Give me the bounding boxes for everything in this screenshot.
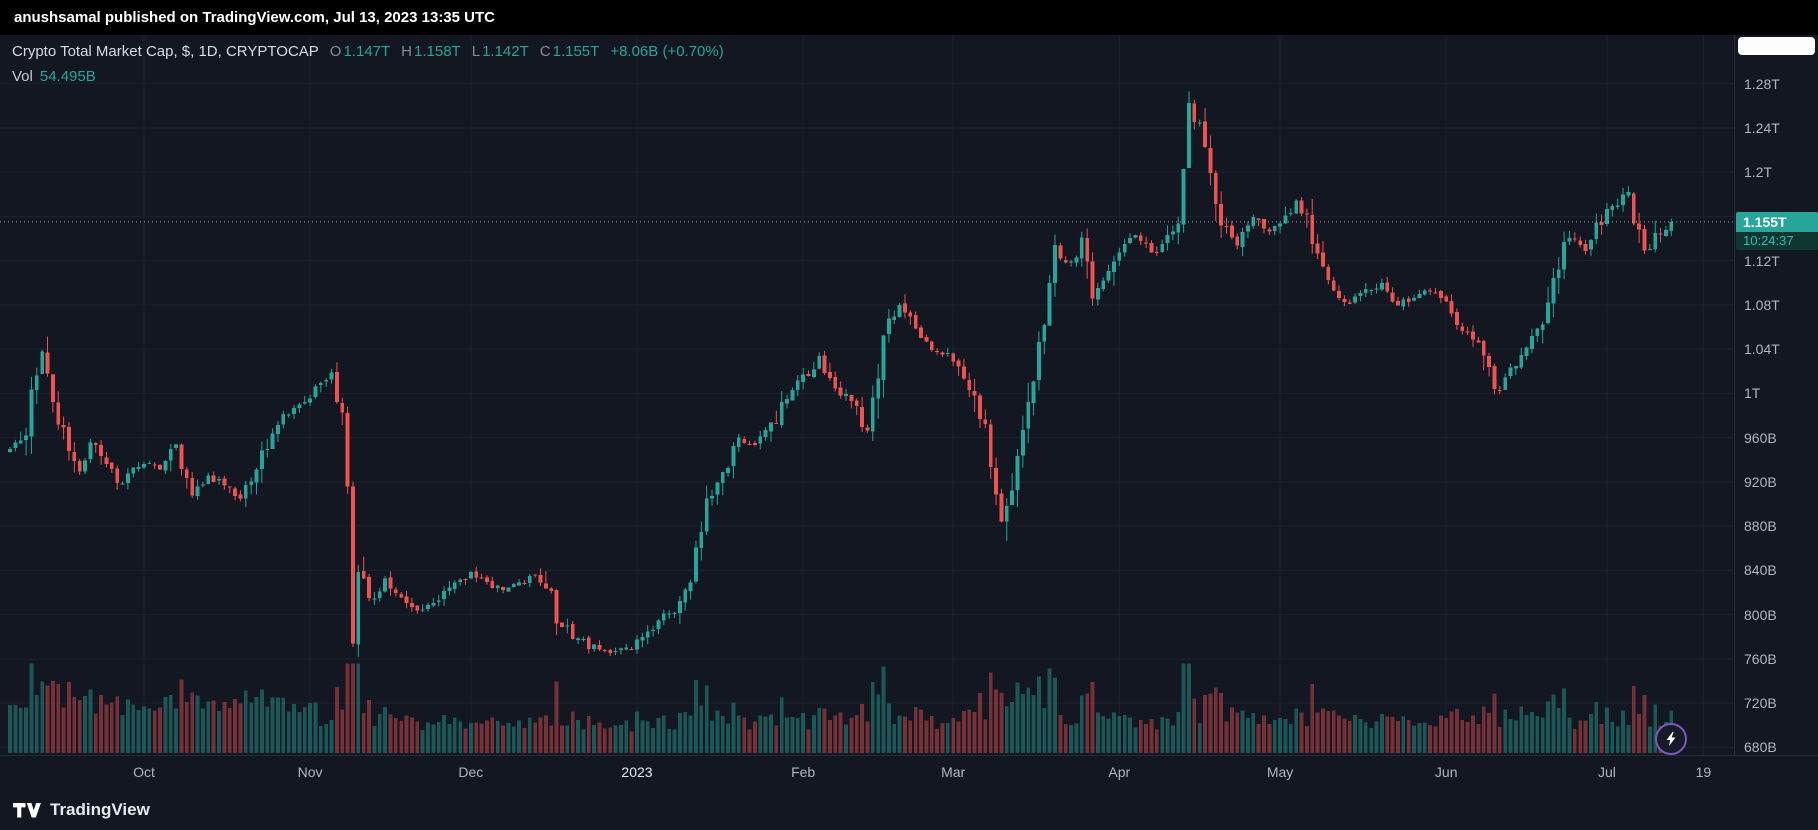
price-axis-label: 880B	[1744, 518, 1777, 535]
time-axis-label: 2023	[621, 764, 653, 780]
price-axis-label: 680B	[1744, 739, 1777, 756]
lightning-button[interactable]	[1655, 723, 1687, 755]
time-axis-label: Oct	[133, 764, 155, 780]
footer-bar: TradingView	[0, 790, 1818, 830]
grid-lines	[0, 35, 1734, 755]
tradingview-logo-icon[interactable]	[13, 802, 41, 818]
time-axis-label: Apr	[1108, 764, 1131, 780]
price-axis-label: 720B	[1744, 695, 1777, 712]
current-price-label: 1.155T	[1736, 211, 1818, 232]
time-axis-label: 19	[1695, 764, 1712, 780]
chart-area[interactable]: Crypto Total Market Cap, $, 1D, CRYPTOCA…	[0, 35, 1734, 755]
price-chart-canvas[interactable]	[0, 35, 1734, 755]
price-axis-label: 1.08T	[1744, 296, 1780, 313]
price-axis-label: 1.2T	[1744, 164, 1773, 181]
time-axis-label: Jul	[1598, 764, 1616, 780]
price-axis-label: 840B	[1744, 562, 1777, 579]
time-axis-label: Dec	[458, 764, 484, 780]
publish-text: anushsamal published on TradingView.com,…	[14, 9, 495, 26]
time-axis-label: Jun	[1434, 764, 1458, 780]
bar-countdown: 10:24:37	[1736, 231, 1818, 250]
time-axis[interactable]: Oct Nov Dec 2023 Feb Mar Apr May Jun Jul 19	[0, 755, 1818, 790]
tradingview-brand[interactable]: TradingView	[50, 800, 150, 819]
time-axis-label: Mar	[941, 764, 966, 780]
current-price-badge: 1.155T 10:24:37	[1736, 211, 1818, 250]
candlesticks	[8, 91, 1674, 657]
price-axis-label: 1.28T	[1744, 75, 1780, 92]
publish-bar: anushsamal published on TradingView.com,…	[0, 0, 1818, 35]
price-axis-label: 960B	[1744, 429, 1777, 446]
volume-bars	[8, 663, 1674, 753]
lightning-icon	[1666, 732, 1676, 746]
price-axis-label: 1.12T	[1744, 252, 1780, 269]
price-axis-label: 1.24T	[1744, 119, 1780, 136]
time-axis-label: Nov	[297, 764, 323, 780]
axis-pill	[1738, 37, 1815, 55]
time-axis-label: May	[1266, 764, 1294, 780]
time-axis-label: Feb	[791, 764, 816, 780]
price-axis[interactable]: 1.155T 10:24:37 1.28T 1.24T 1.2T 1.12T 1.08T…	[1734, 35, 1818, 755]
price-axis-label: 760B	[1744, 650, 1777, 667]
price-axis-label: 1.04T	[1744, 341, 1780, 358]
price-axis-label: 920B	[1744, 473, 1777, 490]
price-axis-label: 800B	[1744, 606, 1777, 623]
price-axis-label: 1T	[1744, 385, 1761, 402]
